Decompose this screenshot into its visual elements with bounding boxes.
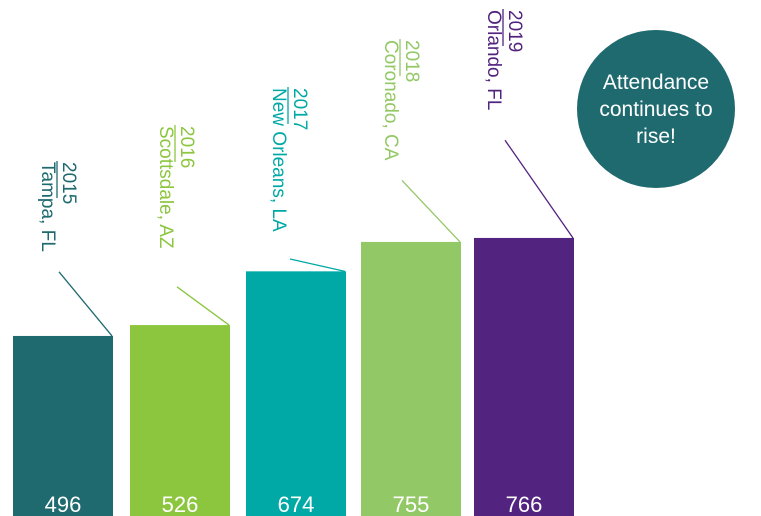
value-label-2018: 755 (393, 492, 430, 516)
location-label-2016: Scottsdale, AZ (155, 126, 176, 249)
bar-2019 (474, 237, 574, 516)
leader-line-2016 (176, 286, 230, 326)
year-label-2018: 2018 (401, 40, 422, 82)
bar-2017 (246, 271, 346, 516)
year-label-2016: 2016 (176, 126, 197, 168)
leader-line-2019 (504, 139, 574, 239)
location-label-2018: Coronado, CA (380, 40, 401, 161)
attendance-callout-circle: Attendance continues to rise! (577, 30, 735, 188)
location-label-2019: Orlando, FL (483, 10, 504, 110)
location-label-2017: New Orleans, LA (268, 88, 289, 232)
year-label-2019: 2019 (504, 10, 525, 52)
callout-text: Attendance continues to rise! (599, 70, 713, 148)
year-label-2015: 2015 (58, 162, 79, 204)
value-label-2019: 766 (506, 492, 543, 516)
value-label-2015: 496 (45, 492, 82, 516)
bar-2018 (361, 241, 461, 516)
bar-2015 (13, 335, 113, 516)
value-label-2016: 526 (162, 492, 199, 516)
leader-line-2015 (58, 271, 113, 337)
leader-line-2017 (289, 258, 346, 272)
location-label-2015: Tampa, FL (37, 162, 58, 252)
value-label-2017: 674 (278, 492, 315, 516)
leader-line-2018 (401, 179, 461, 243)
bar-2016 (130, 325, 230, 516)
year-label-2017: 2017 (289, 88, 310, 130)
